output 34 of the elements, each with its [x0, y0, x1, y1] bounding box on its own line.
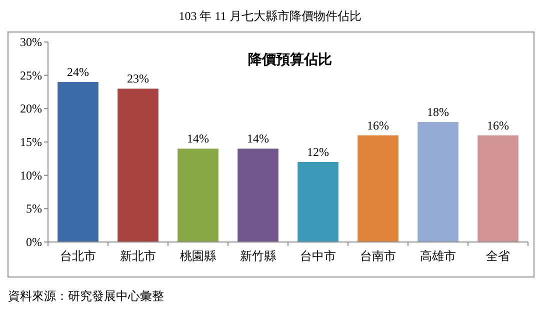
y-tick-label: 5%	[26, 202, 42, 216]
bar	[178, 148, 218, 242]
data-label: 24%	[67, 65, 89, 79]
x-tick-label: 新北市	[120, 249, 156, 263]
bar	[118, 88, 158, 242]
data-label: 14%	[247, 132, 269, 146]
bar	[478, 135, 518, 242]
x-tick-label: 新竹縣	[240, 249, 276, 263]
data-label: 14%	[187, 132, 209, 146]
bar	[358, 135, 398, 242]
y-tick-label: 10%	[20, 168, 42, 182]
bar	[238, 148, 278, 242]
data-label: 23%	[127, 72, 149, 86]
bar	[298, 162, 338, 242]
y-tick-label: 20%	[20, 102, 42, 116]
data-label: 16%	[367, 118, 389, 132]
x-tick-label: 台南市	[360, 249, 396, 263]
data-label: 16%	[487, 118, 509, 132]
x-tick-label: 台北市	[60, 249, 96, 263]
y-tick-label: 15%	[20, 135, 42, 149]
y-tick-label: 30%	[20, 35, 42, 49]
x-tick-label: 台中市	[300, 249, 336, 263]
y-tick-label: 0%	[26, 235, 42, 249]
source-note: 資料來源：研究發展中心彙整	[8, 289, 164, 303]
data-label: 18%	[427, 105, 449, 119]
y-tick-label: 25%	[20, 68, 42, 82]
text: 降價預算佔比	[248, 52, 332, 68]
bar	[58, 82, 98, 242]
x-tick-label: 桃園縣	[180, 249, 216, 263]
chart-title: 103 年 11 月七大縣市降價物件佔比	[178, 9, 362, 23]
x-tick-label: 高雄市	[420, 249, 456, 263]
x-tick-label: 全省	[486, 249, 510, 263]
bar	[418, 122, 458, 242]
data-label: 12%	[307, 145, 329, 159]
